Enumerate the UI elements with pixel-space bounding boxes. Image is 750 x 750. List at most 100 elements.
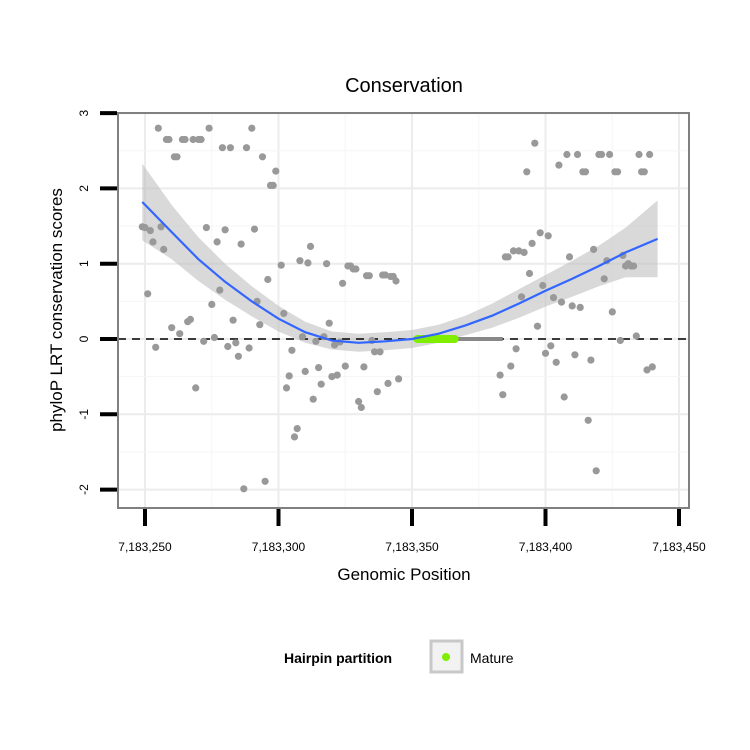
data-point-128: [581, 168, 590, 176]
data-point-74: [339, 279, 347, 287]
data-point-135: [600, 275, 608, 283]
x-axis-label: Genomic Position: [337, 565, 470, 584]
data-point-2: [144, 290, 152, 298]
data-point-28: [213, 238, 221, 246]
data-point-51: [277, 261, 285, 269]
data-point-150: [640, 168, 648, 176]
data-point-39: [242, 144, 251, 152]
data-point-68: [323, 260, 331, 268]
data-point-126: [576, 303, 584, 311]
y-tick-label-2: 0: [77, 335, 91, 342]
data-point-20: [192, 384, 200, 392]
data-point-108: [528, 239, 536, 247]
data-point-86: [371, 348, 379, 356]
data-point-5: [152, 343, 160, 351]
data-point-33: [226, 144, 234, 152]
x-tick-label-2: 7,183,350: [385, 540, 439, 554]
data-point-116: [549, 294, 558, 302]
panel-border: [117, 112, 690, 509]
data-point-49: [269, 181, 277, 189]
data-point-99: [504, 253, 512, 261]
panel-background: [118, 113, 689, 508]
data-point-115: [547, 342, 555, 350]
data-point-19: [189, 135, 197, 144]
legend-item-mature: Mature: [470, 650, 514, 666]
data-point-113: [541, 349, 550, 357]
data-point-120: [560, 393, 568, 401]
data-point-62: [306, 242, 315, 250]
data-point-40: [245, 344, 253, 352]
data-point-72: [333, 371, 341, 379]
data-point-23: [200, 337, 208, 345]
data-point-29: [216, 286, 224, 294]
data-point-123: [568, 302, 576, 310]
data-point-100: [507, 362, 515, 370]
smooth-trend-line: [141, 201, 659, 344]
data-point-71: [331, 341, 339, 349]
data-point-107: [525, 269, 534, 278]
data-point-14: [176, 330, 184, 338]
y-tick-label-0: -2: [77, 484, 91, 495]
legend-title: Hairpin partition: [284, 650, 392, 666]
data-point-13: [173, 153, 181, 161]
data-point-65: [315, 364, 323, 372]
legend: Hairpin partition Mature: [284, 639, 514, 674]
scatter-points: [138, 124, 656, 493]
data-point-25: [205, 124, 213, 132]
data-point-24: [202, 224, 210, 232]
data-point-122: [565, 253, 574, 261]
data-point-55: [288, 346, 296, 354]
data-point-22: [197, 135, 205, 144]
data-point-7: [157, 223, 165, 231]
data-point-97: [499, 391, 507, 399]
data-point-147: [632, 332, 640, 340]
data-point-47: [264, 275, 272, 284]
data-point-36: [234, 352, 242, 360]
data-point-79: [352, 265, 360, 273]
data-point-4: [149, 238, 157, 246]
legend-key-mature-dot: [442, 653, 450, 661]
data-point-146: [630, 262, 638, 270]
data-point-45: [258, 153, 267, 161]
chart-title: Conservation: [345, 75, 463, 97]
data-point-105: [520, 248, 528, 256]
data-point-63: [309, 395, 317, 403]
data-point-91: [384, 379, 392, 387]
data-point-59: [298, 333, 307, 341]
y-axis-label: phyloP LRT conservation scores: [47, 188, 66, 432]
data-point-121: [563, 150, 571, 159]
data-point-148: [635, 150, 643, 159]
data-point-95: [395, 375, 403, 383]
data-point-10: [165, 135, 173, 144]
data-point-44: [256, 321, 264, 329]
data-point-131: [590, 245, 598, 253]
data-point-58: [296, 257, 304, 265]
data-point-153: [648, 363, 656, 371]
data-point-87: [373, 388, 381, 396]
data-point-6: [154, 124, 162, 132]
data-point-84: [365, 272, 373, 280]
data-point-26: [208, 300, 216, 308]
data-point-134: [598, 150, 606, 159]
data-point-18: [186, 315, 194, 323]
data-point-38: [240, 485, 248, 493]
data-point-111: [536, 229, 544, 237]
data-point-112: [539, 281, 547, 290]
data-point-101: [509, 247, 518, 255]
data-point-27: [210, 333, 218, 342]
data-point-52: [280, 309, 288, 317]
data-point-60: [301, 367, 309, 375]
data-point-31: [221, 226, 229, 234]
data-point-37: [237, 240, 245, 248]
data-point-16: [181, 135, 189, 144]
plot-panel: [117, 112, 690, 509]
data-point-102: [512, 345, 520, 353]
data-point-124: [571, 351, 579, 359]
data-point-151: [643, 366, 651, 374]
y-tick-label-3: 1: [77, 260, 91, 267]
data-point-88: [376, 348, 384, 356]
x-tick-label-3: 7,183,400: [519, 540, 573, 554]
data-point-96: [496, 371, 504, 379]
data-point-11: [168, 324, 176, 332]
